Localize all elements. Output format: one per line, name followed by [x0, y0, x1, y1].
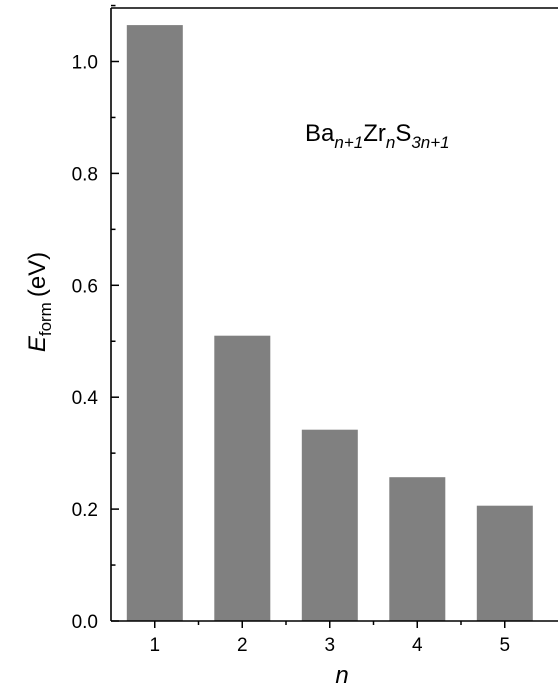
formula-part-3: S [395, 120, 411, 147]
y-axis-label-sub: form [36, 302, 55, 336]
formula-part-1: Ba [305, 120, 335, 147]
bar-3 [301, 429, 358, 621]
formula-sub-3: 3n+1 [411, 133, 449, 152]
y-tick-label: 0.8 [72, 164, 98, 185]
formula-sub-2: n [386, 133, 395, 152]
x-tick-label: 4 [412, 635, 423, 656]
formula-part-2: Zr [363, 120, 386, 147]
y-axis-label-unit: (eV) [24, 252, 51, 297]
x-tick-label: 1 [149, 635, 160, 656]
y-ticks-group: 0.0 0.2 0.4 0.6 0.8 1.0 [72, 4, 119, 633]
bar-2 [214, 335, 271, 621]
x-ticks-group: 1 2 3 4 5 [149, 621, 510, 656]
y-tick-label: 0.2 [72, 500, 98, 521]
formula-annotation: Ban+1ZrnS3n+1 [305, 120, 450, 152]
x-tick-label: 3 [324, 635, 335, 656]
bars-group [126, 25, 533, 622]
y-tick-label: 0.4 [72, 388, 99, 409]
x-axis-label: n [335, 662, 348, 689]
formula-sub-1: n+1 [334, 133, 363, 152]
y-axis-label: Eform (eV) [24, 252, 55, 352]
y-tick-label: 0.0 [72, 612, 98, 633]
y-axis-label-main: E [24, 335, 51, 352]
x-tick-label: 2 [237, 635, 248, 656]
bar-5 [476, 505, 533, 621]
y-tick-label: 1.0 [72, 53, 98, 74]
bar-1 [126, 25, 183, 622]
bar-4 [389, 477, 446, 621]
y-tick-label: 0.6 [72, 276, 98, 297]
x-tick-label: 5 [499, 635, 510, 656]
